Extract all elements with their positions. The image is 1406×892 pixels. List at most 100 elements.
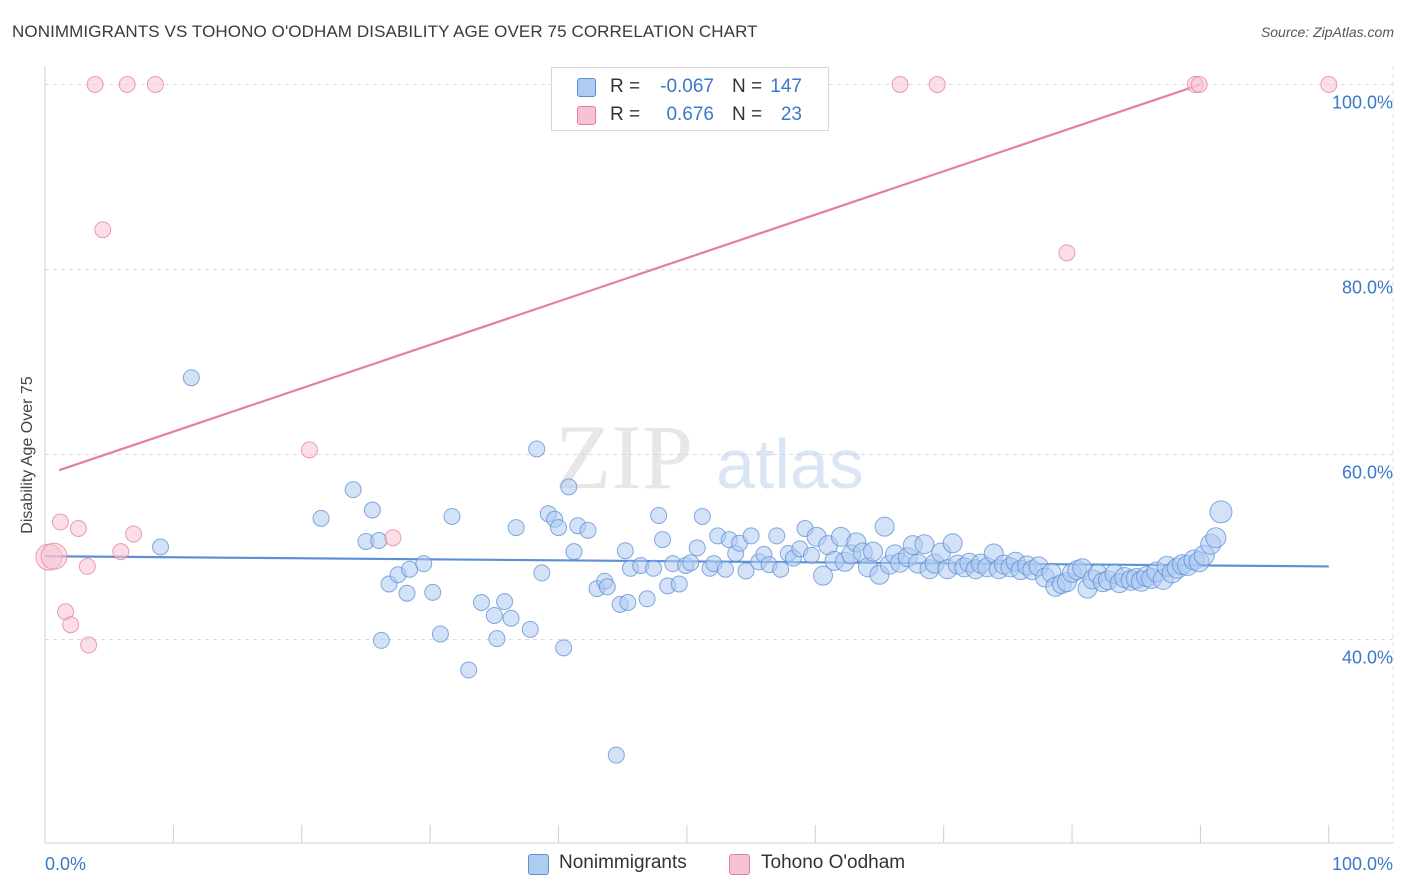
point-nonimmigrants (772, 560, 790, 578)
x-tick-label: 100.0% (1332, 854, 1393, 874)
point-nonimmigrants (565, 543, 583, 561)
y-tick-label: 80.0% (1342, 278, 1393, 298)
point-nonimmigrants (654, 531, 672, 549)
y-axis-label: Disability Age Over 75 (19, 376, 36, 534)
point-nonimmigrants (485, 606, 503, 624)
point-nonimmigrants (555, 639, 573, 657)
legend-n-label: N = (732, 104, 763, 125)
legend-swatch-nonimmigrants (577, 78, 596, 97)
point-nonimmigrants (488, 630, 506, 648)
chart-title: NONIMMIGRANTS VS TOHONO O'ODHAM DISABILI… (12, 22, 758, 41)
point-nonimmigrants (716, 560, 734, 578)
point-tohono (300, 441, 318, 459)
point-tohono (80, 636, 98, 654)
point-nonimmigrants (443, 507, 461, 525)
point-nonimmigrants (431, 625, 449, 643)
watermark-atlas: atlas (716, 425, 864, 503)
watermark: ZIP atlas (555, 406, 864, 508)
point-nonimmigrants (688, 539, 706, 557)
point-nonimmigrants (607, 746, 625, 764)
point-nonimmigrants (472, 594, 490, 611)
x-tick-label: 0.0% (45, 854, 86, 874)
legend-label-nonimmigrants: Nonimmigrants (559, 852, 687, 873)
point-nonimmigrants (768, 527, 786, 545)
point-nonimmigrants (579, 521, 597, 539)
watermark-zip: ZIP (555, 406, 693, 508)
point-nonimmigrants (650, 507, 668, 525)
point-nonimmigrants (914, 534, 935, 555)
y-tick-label: 40.0% (1342, 648, 1393, 668)
point-nonimmigrants (370, 532, 388, 550)
stats-legend: R = -0.067 N = 147 R = 0.676 N = 23 (551, 67, 829, 131)
point-nonimmigrants (401, 560, 419, 578)
point-nonimmigrants (645, 559, 663, 577)
point-nonimmigrants (682, 554, 700, 572)
point-nonimmigrants (863, 541, 884, 562)
point-nonimmigrants (737, 562, 755, 580)
point-nonimmigrants (344, 481, 362, 499)
legend-n-value: 23 (780, 104, 802, 125)
point-tohono (112, 543, 130, 561)
point-nonimmigrants (415, 555, 433, 573)
legend-swatch-nonimmigrants (528, 854, 549, 875)
legend-n-label: N = (732, 76, 763, 97)
source-label: Source: ZipAtlas.com (1260, 24, 1394, 40)
point-nonimmigrants (619, 594, 637, 611)
point-nonimmigrants (363, 501, 381, 519)
legend-r-value: 0.676 (666, 104, 714, 125)
point-nonimmigrants (182, 369, 200, 387)
series-legend: Nonimmigrants Tohono O'odham (0, 852, 1406, 878)
point-tohono (62, 616, 80, 634)
point-nonimmigrants (550, 519, 568, 537)
point-nonimmigrants (521, 620, 539, 638)
point-tohono (78, 557, 96, 575)
tick-labels: 40.0% 60.0% 80.0% 100.0% 0.0% 100.0% (45, 93, 1393, 875)
point-nonimmigrants (398, 584, 416, 602)
point-nonimmigrants (1209, 500, 1233, 524)
point-nonimmigrants (874, 516, 895, 537)
point-nonimmigrants (742, 527, 760, 545)
point-nonimmigrants (528, 440, 546, 458)
point-tohono (51, 513, 69, 531)
axes (44, 66, 1393, 844)
point-nonimmigrants (1205, 527, 1227, 549)
point-tohono (1320, 76, 1338, 93)
point-tohono (69, 520, 87, 537)
legend-swatch-tohono (729, 854, 750, 875)
point-tohono (40, 542, 68, 570)
legend-n-value: 147 (770, 76, 802, 97)
point-tohono (125, 525, 143, 543)
point-nonimmigrants (424, 583, 442, 601)
point-nonimmigrants (670, 575, 688, 593)
point-nonimmigrants (312, 509, 330, 527)
point-nonimmigrants (638, 590, 656, 608)
point-tohono (94, 221, 112, 239)
y-tick-label: 60.0% (1342, 463, 1393, 483)
point-nonimmigrants (616, 542, 634, 560)
y-tick-label: 100.0% (1332, 93, 1393, 113)
point-nonimmigrants (598, 578, 616, 596)
point-tohono (891, 76, 909, 93)
point-tohono (1058, 244, 1076, 262)
legend-r-label: R = (610, 76, 641, 97)
legend-label-tohono: Tohono O'odham (761, 852, 906, 873)
point-nonimmigrants (812, 565, 833, 586)
legend-row-tohono: R = 0.676 N = 23 (552, 101, 828, 129)
point-nonimmigrants (693, 507, 711, 525)
point-nonimmigrants (507, 519, 525, 537)
point-tohono (928, 76, 946, 93)
legend-row-nonimmigrants: R = -0.067 N = 147 (552, 73, 828, 101)
point-nonimmigrants (460, 661, 478, 679)
legend-swatch-tohono (577, 106, 596, 125)
point-nonimmigrants (496, 593, 514, 611)
grid-lines (45, 66, 1394, 843)
point-tohono (1190, 76, 1208, 93)
point-nonimmigrants (152, 538, 170, 556)
trend-tohono (58, 83, 1201, 472)
point-nonimmigrants (942, 533, 963, 554)
point-nonimmigrants (533, 564, 551, 582)
point-tohono (86, 76, 104, 93)
legend-r-value: -0.067 (660, 76, 714, 97)
point-nonimmigrants (502, 609, 520, 627)
